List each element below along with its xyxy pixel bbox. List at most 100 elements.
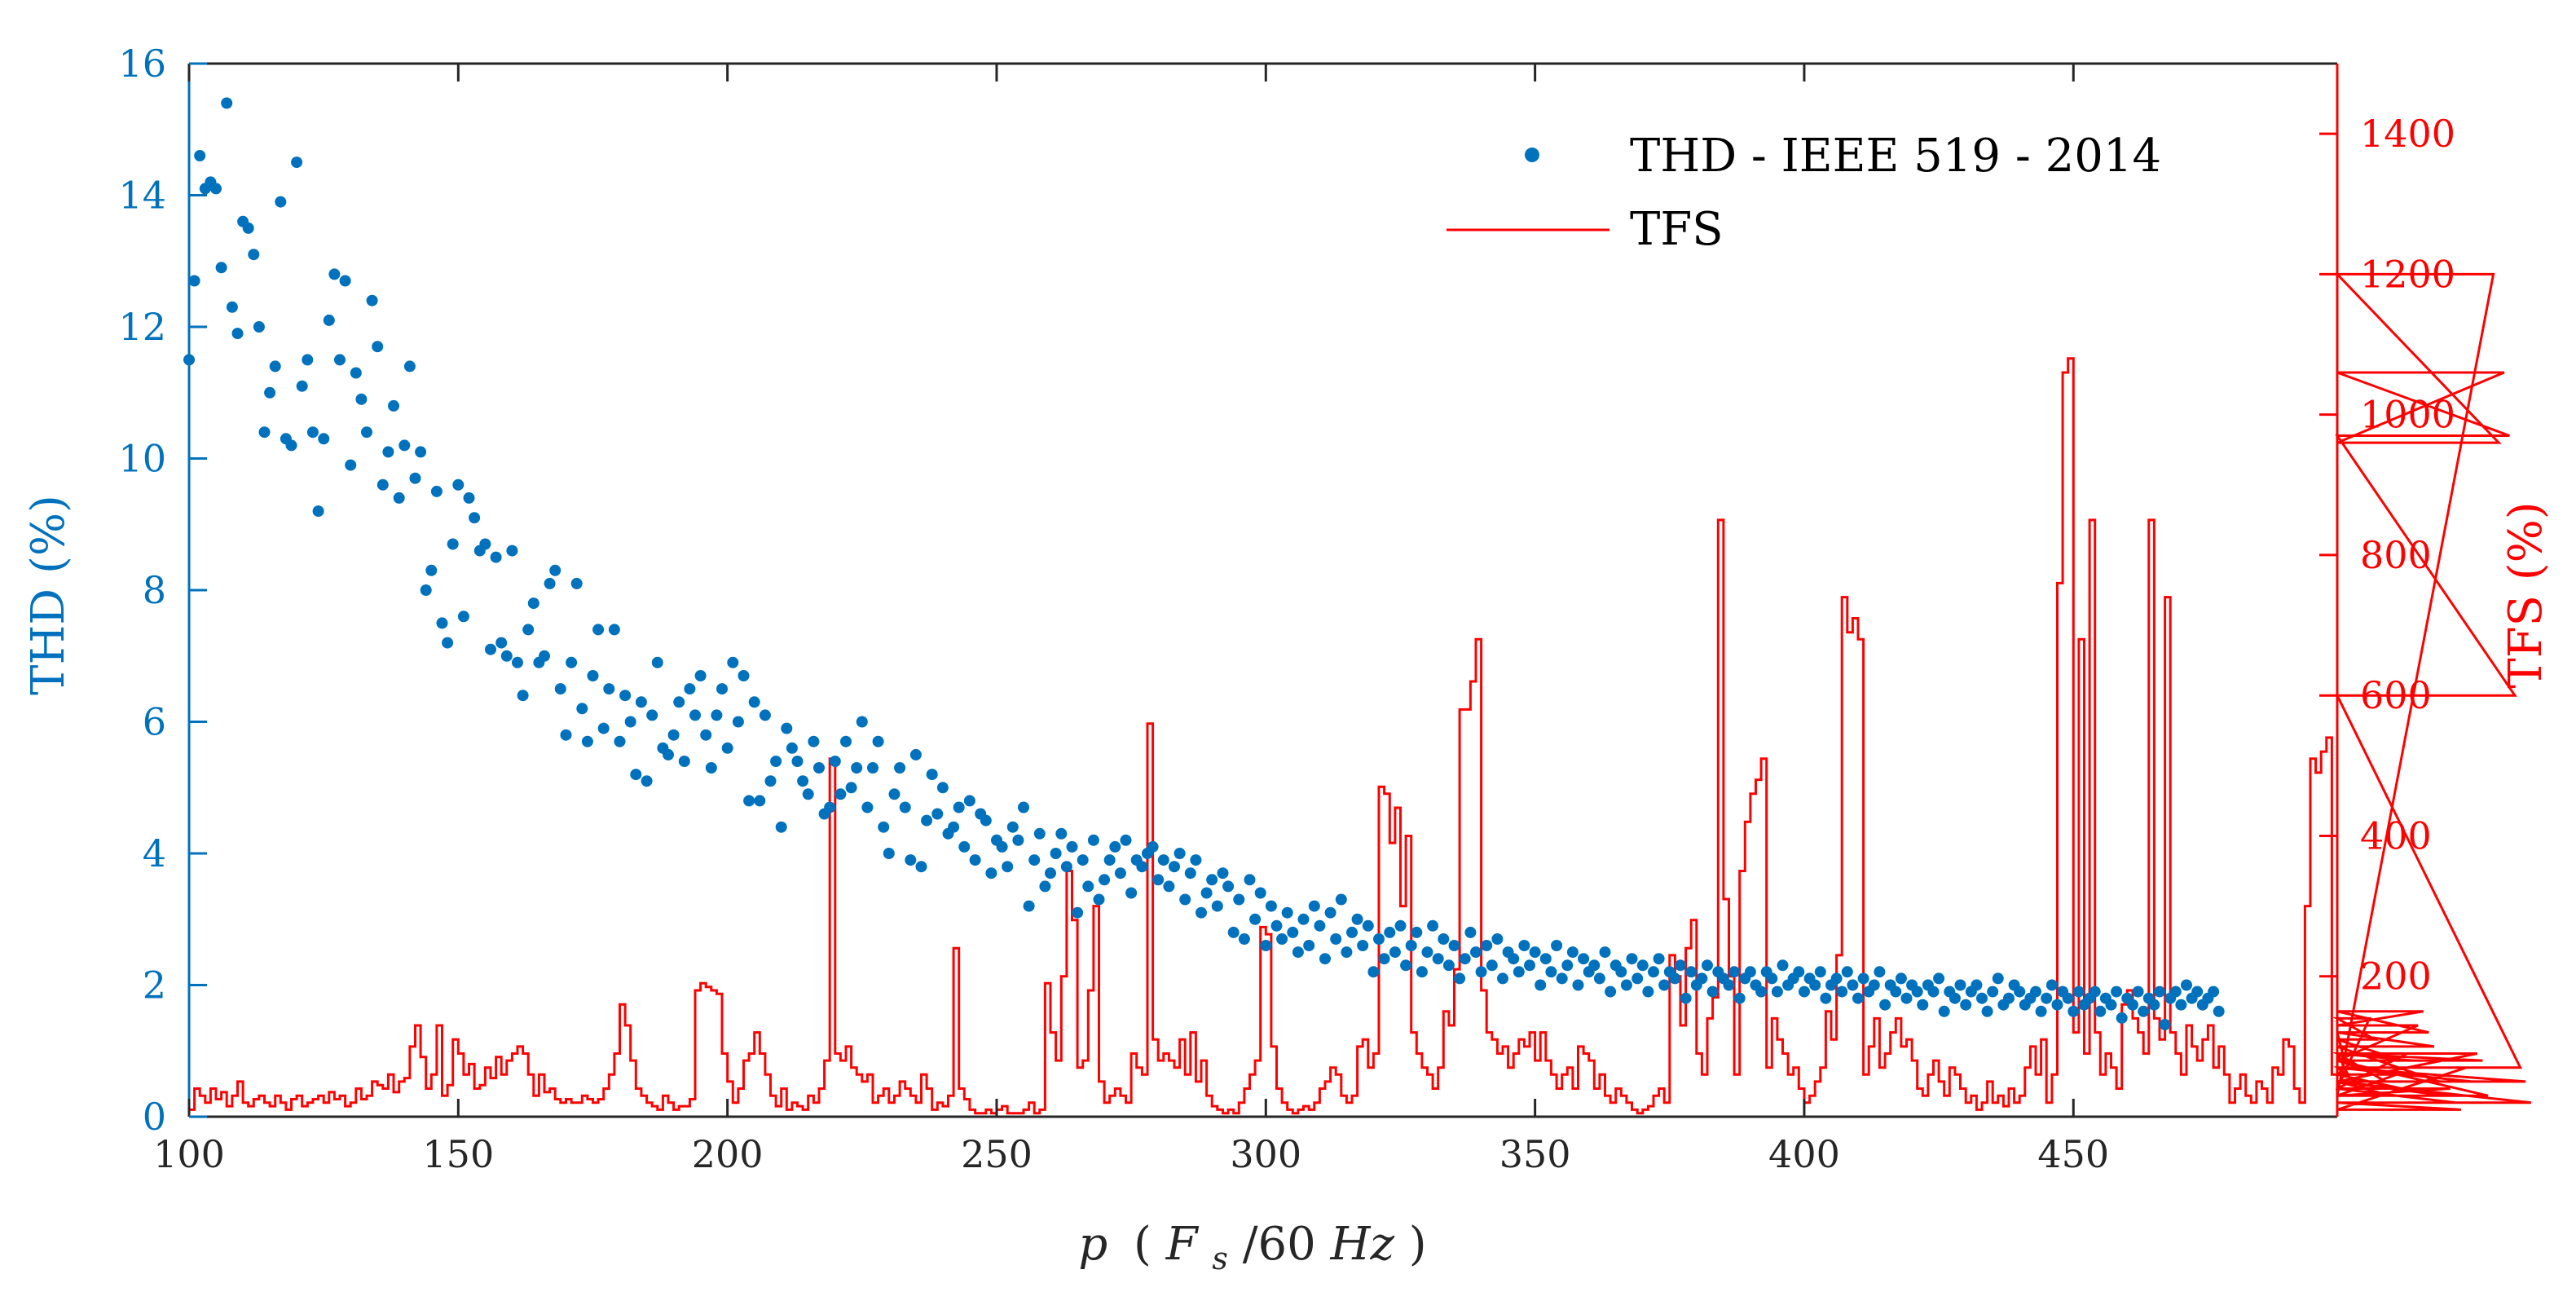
y-right-tick-label: 400 xyxy=(2360,813,2432,858)
thd-point xyxy=(1626,953,1638,965)
thd-point xyxy=(1513,966,1525,978)
thd-point xyxy=(614,735,626,747)
thd-point xyxy=(883,848,895,859)
thd-point xyxy=(845,782,857,794)
thd-point xyxy=(376,478,389,491)
thd-point xyxy=(909,748,922,761)
thd-point xyxy=(1039,880,1051,893)
thd-point xyxy=(399,439,411,452)
thd-point xyxy=(1470,946,1482,959)
thd-point xyxy=(1518,940,1530,951)
thd-point xyxy=(1830,972,1843,985)
thd-point xyxy=(888,788,900,800)
thd-point xyxy=(1211,900,1223,912)
thd-point xyxy=(754,795,766,807)
thd-point xyxy=(1270,919,1283,932)
thd-point xyxy=(1615,966,1627,978)
thd-point xyxy=(581,735,593,747)
thd-point xyxy=(1281,906,1293,919)
x-tick-label: 450 xyxy=(2037,1132,2109,1176)
thd-point xyxy=(1895,972,1907,985)
thd-point xyxy=(2062,992,2074,1004)
thd-point xyxy=(1949,992,1961,1004)
thd-point xyxy=(447,538,459,550)
x-axis-title: p ( F s /60 Hz ) xyxy=(1078,1218,1426,1281)
thd-point xyxy=(1308,900,1320,912)
thd-point xyxy=(673,696,685,708)
thd-point xyxy=(194,150,206,161)
thd-point xyxy=(1416,966,1428,978)
y-right-tick-label: 800 xyxy=(2360,533,2432,577)
thd-point xyxy=(2191,985,2204,998)
thd-point xyxy=(264,386,276,399)
thd-point xyxy=(1620,979,1632,991)
thd-point xyxy=(452,478,465,491)
x-axis-title-close: ) xyxy=(1409,1218,1427,1271)
thd-point xyxy=(1249,913,1262,925)
thd-point xyxy=(1497,972,1508,985)
thd-point xyxy=(253,321,265,333)
thd-point xyxy=(1341,946,1353,959)
thd-point xyxy=(517,690,529,702)
thd-point xyxy=(291,157,303,169)
thd-point xyxy=(1454,972,1466,985)
thd-point xyxy=(1793,966,1805,978)
thd-point xyxy=(1066,840,1078,853)
thd-point xyxy=(1196,906,1207,919)
thd-point xyxy=(1378,953,1390,965)
thd-point xyxy=(1060,861,1072,873)
thd-point xyxy=(1890,985,1902,998)
thd-point xyxy=(1954,979,1966,991)
y-left-tick-label: 8 xyxy=(143,568,166,612)
thd-point xyxy=(705,762,717,774)
thd-point xyxy=(969,854,981,866)
thd-point xyxy=(1658,979,1671,991)
thd-point xyxy=(738,670,750,681)
thd-point xyxy=(350,367,362,379)
thd-point xyxy=(1728,966,1741,978)
y-right-tick-label: 200 xyxy=(2360,955,2432,999)
thd-point xyxy=(1809,979,1821,991)
thd-point xyxy=(1238,933,1250,945)
thd-point xyxy=(495,637,508,649)
thd-point xyxy=(2154,985,2165,998)
thd-point xyxy=(1367,966,1380,978)
thd-point xyxy=(339,275,351,287)
thd-point xyxy=(2067,1005,2080,1017)
thd-point xyxy=(1163,880,1175,893)
thd-point xyxy=(1157,854,1169,866)
thd-point xyxy=(2035,1005,2047,1017)
x-tick-label: 300 xyxy=(1230,1132,1301,1176)
thd-point xyxy=(856,716,868,728)
x-axis-title-f: F xyxy=(1165,1218,1200,1271)
thd-point xyxy=(861,801,874,813)
thd-point xyxy=(829,756,841,767)
thd-point xyxy=(781,722,793,734)
axes xyxy=(187,62,2339,1118)
thd-point xyxy=(700,729,712,741)
thd-point xyxy=(851,762,863,774)
thd-point xyxy=(361,426,372,439)
thd-series xyxy=(183,97,2225,1030)
thd-point xyxy=(775,821,787,833)
thd-point xyxy=(425,564,438,576)
thd-point xyxy=(549,564,561,576)
thd-point xyxy=(382,446,394,458)
thd-point xyxy=(1992,972,2004,985)
thd-point xyxy=(743,795,755,807)
thd-point xyxy=(188,275,200,287)
y-left-tick-label: 14 xyxy=(118,174,166,218)
thd-point xyxy=(560,729,572,741)
thd-point xyxy=(1222,880,1235,893)
thd-point xyxy=(1254,887,1266,899)
thd-point xyxy=(1744,966,1756,978)
thd-point xyxy=(1814,966,1826,978)
thd-point xyxy=(1055,827,1068,840)
thd-point xyxy=(786,742,798,754)
thd-point xyxy=(1335,893,1347,906)
thd-point xyxy=(1535,979,1547,991)
thd-point xyxy=(953,801,965,813)
thd-point xyxy=(813,762,825,774)
legend-thd-marker xyxy=(1525,148,1539,162)
